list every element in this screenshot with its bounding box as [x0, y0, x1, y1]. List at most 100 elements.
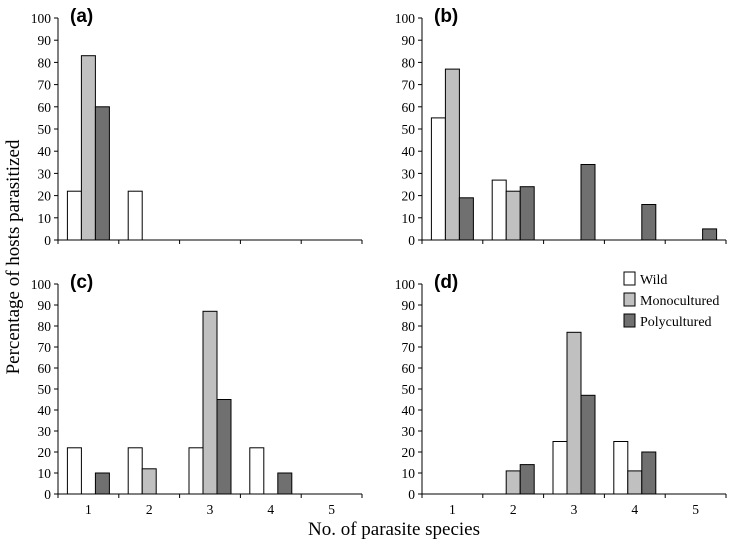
y-axis-title: Percentage of hosts parasitized	[3, 139, 24, 374]
panel-c-bar-monocultured-2	[141, 468, 157, 495]
panel-b-y-tick-label-100: 100	[395, 11, 416, 26]
panel-c-y-tick-label-0: 0	[44, 487, 51, 502]
panel-d-y-tick-label-80: 80	[402, 319, 416, 334]
panel-c-bar-wild-4	[249, 447, 265, 495]
panel-d-y-tick-label-90: 90	[402, 298, 416, 313]
legend-swatch-polycultured	[623, 313, 636, 328]
legend-swatch-wild	[623, 271, 636, 286]
panel-c-x-tick-label-3: 3	[207, 502, 214, 517]
panel-d-label: (d)	[434, 272, 458, 293]
panel-b-y-tick-label-60: 60	[402, 100, 416, 115]
panel-c-bar-polycultured-3	[216, 399, 232, 495]
panel-d-x-tick-label-4: 4	[631, 502, 638, 517]
panel-c-x-tick-label-2: 2	[146, 502, 153, 517]
panel-b-bar-wild-1	[430, 117, 446, 241]
panel-a: 0 10 20 30 40 50 60 70 80 90 100 (a)	[31, 6, 363, 248]
panel-c-y-tick-label-50: 50	[38, 382, 52, 397]
panel-d-x-tick-label-3: 3	[571, 502, 578, 517]
panel-c-y-tick-label-100: 100	[31, 277, 52, 292]
panel-c-y-tick-label-10: 10	[38, 466, 52, 481]
panel-a-y-tick-label-0: 0	[44, 233, 51, 248]
panel-a-bar-polycultured-1	[94, 106, 110, 241]
panel-b-y-tick-label-20: 20	[402, 189, 416, 204]
panel-a-label: (a)	[70, 6, 93, 27]
panel-a-y-tick-label-30: 30	[38, 166, 52, 181]
panel-d-bar-monocultured-2	[505, 470, 521, 495]
panel-d: 0 10 20 30 40 50 60 70 80 90 100 1 2 3 4 5 (d)	[395, 272, 727, 517]
panel-b-bar-wild-2	[491, 179, 507, 241]
panel-d-y-tick-label-100: 100	[395, 277, 416, 292]
panel-d-y-tick-label-0: 0	[408, 487, 415, 502]
panel-c-x-tick-label-5: 5	[328, 502, 335, 517]
panel-b-bar-monocultured-2	[505, 190, 521, 241]
panel-a-y-tick-label-70: 70	[38, 78, 52, 93]
panel-d-bar-polycultured-4	[641, 451, 657, 495]
panel-b-label: (b)	[434, 6, 458, 27]
legend-label-wild: Wild	[640, 273, 667, 288]
panel-a-bar-monocultured-1	[80, 55, 96, 241]
panel-b-bar-polycultured-2	[519, 186, 535, 241]
panel-b-bar-polycultured-5	[702, 228, 718, 241]
panel-d-x-tick-label-5: 5	[692, 502, 699, 517]
legend-label-monocultured: Monocultured	[640, 294, 719, 309]
panel-d-bar-wild-4	[613, 441, 629, 495]
panel-c-y-tick-label-90: 90	[38, 298, 52, 313]
panel-b-bar-polycultured-3	[580, 164, 596, 241]
panel-c-bar-wild-3	[188, 447, 204, 495]
panel-d-y-tick-label-30: 30	[402, 424, 416, 439]
panel-c-bar-wild-2	[127, 447, 143, 495]
panel-a-y-tick-label-20: 20	[38, 189, 52, 204]
panel-c-y-tick-label-80: 80	[38, 319, 52, 334]
x-axis-title: No. of parasite species	[308, 519, 480, 540]
panel-a-y-tick-label-100: 100	[31, 11, 52, 26]
panel-d-y-tick-label-10: 10	[402, 466, 416, 481]
panel-b-bar-monocultured-1	[444, 68, 460, 241]
panel-c-bar-polycultured-1	[94, 472, 110, 495]
panel-b-y-tick-label-30: 30	[402, 166, 416, 181]
panel-a-bar-wild-2	[127, 190, 143, 241]
panel-d-y-tick-label-70: 70	[402, 340, 416, 355]
panel-d-x-tick-label-2: 2	[510, 502, 517, 517]
panel-c-y-tick-label-30: 30	[38, 424, 52, 439]
legend: Wild Monocultured Polycultured	[623, 271, 719, 330]
panel-b-y-tick-label-10: 10	[402, 211, 416, 226]
panel-a-y-tick-label-60: 60	[38, 100, 52, 115]
panel-b-y-tick-label-80: 80	[402, 55, 416, 70]
panel-b-y-tick-label-50: 50	[402, 122, 416, 137]
panel-c: 0 10 20 30 40 50 60 70 80 90 100 1 2 3 4 5 (c)	[31, 272, 363, 517]
panel-d-bar-monocultured-3	[566, 331, 582, 495]
panel-b-y-tick-label-0: 0	[408, 233, 415, 248]
panel-c-bar-monocultured-3	[202, 310, 218, 495]
panel-b-y-tick-label-40: 40	[402, 144, 416, 159]
panel-c-y-tick-label-40: 40	[38, 403, 52, 418]
panel-d-bar-wild-3	[552, 441, 568, 495]
panel-c-bar-polycultured-4	[277, 472, 293, 495]
panel-a-y-tick-label-80: 80	[38, 55, 52, 70]
panel-b-bar-polycultured-1	[458, 197, 474, 241]
panel-d-y-tick-label-40: 40	[402, 403, 416, 418]
panel-b-y-tick-label-90: 90	[402, 33, 416, 48]
panel-c-x-tick-label-4: 4	[267, 502, 274, 517]
legend-label-polycultured: Polycultured	[640, 315, 712, 330]
panel-a-y-tick-label-50: 50	[38, 122, 52, 137]
panel-d-y-tick-label-60: 60	[402, 361, 416, 376]
legend-swatch-monocultured	[623, 292, 636, 307]
panel-a-y-tick-label-40: 40	[38, 144, 52, 159]
panel-c-bar-wild-1	[66, 447, 82, 495]
panel-b-y-tick-label-70: 70	[402, 78, 416, 93]
panel-c-y-tick-label-20: 20	[38, 445, 52, 460]
panel-c-x-tick-label-1: 1	[85, 502, 92, 517]
panel-b: 0 10 20 30 40 50 60 70 80 90 100 (b)	[395, 6, 727, 248]
panel-d-bar-polycultured-2	[519, 464, 535, 495]
panel-d-y-tick-label-50: 50	[402, 382, 416, 397]
panel-d-bar-monocultured-4	[627, 470, 643, 495]
panel-a-y-tick-label-10: 10	[38, 211, 52, 226]
panel-d-bar-polycultured-3	[580, 394, 596, 495]
panel-c-y-tick-label-70: 70	[38, 340, 52, 355]
panel-b-bar-polycultured-4	[641, 204, 657, 241]
panel-a-bar-wild-1	[66, 190, 82, 241]
panel-d-y-tick-label-20: 20	[402, 445, 416, 460]
panel-c-label: (c)	[70, 272, 93, 293]
